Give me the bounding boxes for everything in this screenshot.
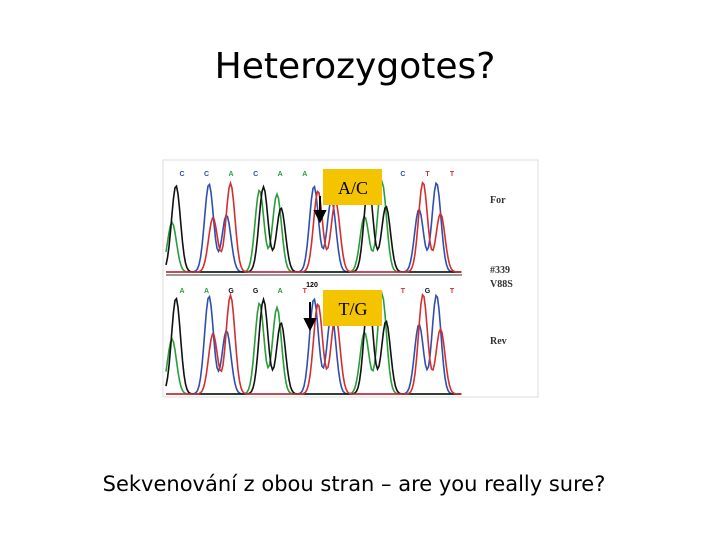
base-letter: T [303,288,308,295]
base-letter: A [204,288,209,295]
trace [166,180,462,273]
side-label: For [490,195,506,206]
side-label: V88S [490,279,513,290]
trace [166,293,462,395]
base-letter: A [302,171,307,178]
base-letter: G [425,288,431,295]
base-letter: T [425,171,430,178]
trace [165,180,462,273]
base-letter: C [179,171,184,178]
slide-title: Heterozygotes? [215,46,496,87]
arrow [303,302,317,332]
caption: Sekvenování z obou stran – are you reall… [103,472,606,496]
base-letter: A [229,171,234,178]
side-label: #339 [490,265,510,276]
base-letter: C [400,171,405,178]
trace [166,181,462,273]
base-letter: G [253,288,259,295]
arrow [313,196,327,224]
base-letter: T [450,171,455,178]
call-box [323,169,382,205]
call-label: A/C [338,178,368,198]
base-letter: A [278,171,283,178]
base-letter: G [228,288,234,295]
base-letter: A [278,288,283,295]
call-label: T/G [339,299,368,319]
base-letter: A [179,288,184,295]
base-letter: T [401,288,406,295]
traces [165,179,462,395]
trace [165,292,462,395]
trace [166,292,462,395]
base-letter: C [253,171,258,178]
call-box [323,290,382,326]
base-letter: C [204,171,209,178]
base-letter: T [450,288,455,295]
side-label: Rev [490,336,507,347]
position-label: 120 [306,282,318,289]
